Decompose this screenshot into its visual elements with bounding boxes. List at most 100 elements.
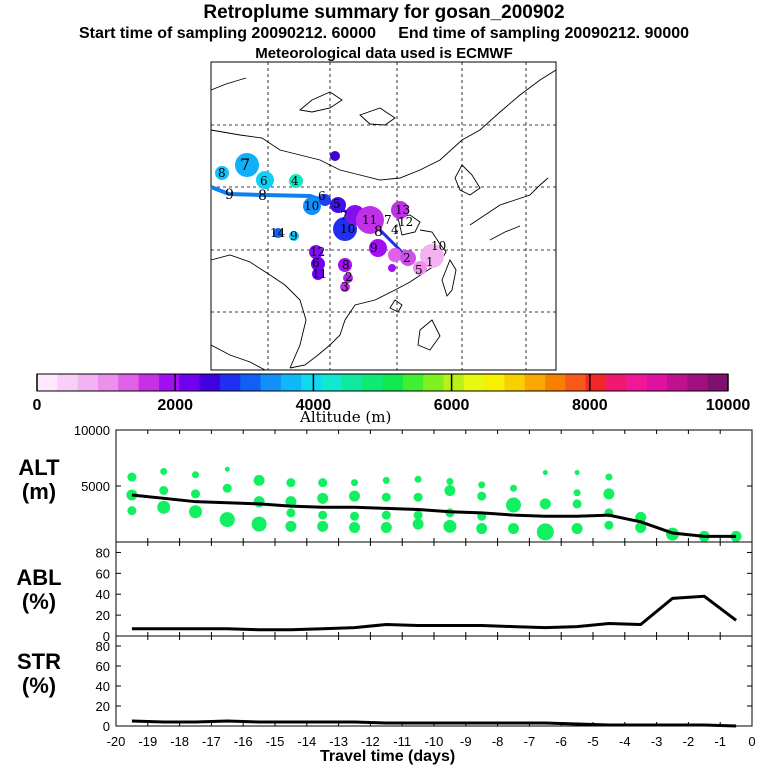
alt-point (285, 496, 297, 508)
abl-label-top: ABL (16, 565, 62, 590)
trajectory-label: 8 (342, 258, 350, 272)
trajectory-label: 4 (291, 174, 299, 188)
plume-dot (311, 257, 325, 271)
alt-point (317, 520, 329, 532)
colorbar-tick-label: 8000 (572, 397, 608, 414)
y-tick-label: 60 (96, 659, 110, 674)
y-tick-label: 0 (103, 719, 110, 734)
colorbar-tick-labels: 0 2000 4000 6000 8000 10000 (33, 397, 751, 414)
coastlines (210, 69, 557, 371)
plume-dot (340, 282, 350, 292)
trajectory-label: 6 (312, 256, 320, 270)
trajectory-label: 7 (384, 213, 392, 227)
alt-point (160, 467, 168, 475)
trajectory-label: 6 (318, 189, 326, 203)
colorbar-segment (118, 374, 140, 391)
colorbar-segment (362, 374, 383, 391)
str-panel: 0 20 40 60 80 (96, 635, 753, 734)
colorbar-segment (707, 374, 729, 391)
colorbar-segment (626, 374, 648, 391)
colorbar-segment (341, 374, 363, 391)
alt-point (510, 484, 517, 492)
colorbar-segment (280, 374, 302, 391)
colorbar-segment (179, 374, 201, 391)
str-line (131, 719, 737, 728)
alt-point (508, 523, 519, 535)
colorbar-segment (545, 374, 566, 391)
x-tick-label: -11 (393, 734, 411, 749)
colorbar-segment (219, 374, 241, 391)
colorbar-segment (606, 374, 627, 391)
x-tick-label: -9 (460, 734, 472, 749)
x-tick-label: -7 (524, 734, 536, 749)
alt-point (349, 521, 360, 533)
plume-dot (330, 197, 346, 213)
x-tick-label: -3 (651, 734, 663, 749)
panel-frame (115, 429, 753, 543)
colorbar-segment (443, 374, 465, 391)
plume-dot (391, 201, 409, 219)
plume-dot (309, 245, 323, 259)
trajectory-label: 5 (333, 197, 341, 211)
alt-axis-label: ALT (m) (9, 456, 69, 504)
colorbar-segment (504, 374, 526, 391)
colorbar-segment (57, 374, 79, 391)
colorbar-tick-label: 10000 (706, 397, 751, 414)
alt-point (506, 497, 521, 513)
colorbar-segment (565, 374, 587, 391)
colorbar-segment (667, 374, 688, 391)
alt-point (349, 490, 360, 502)
plume-dot (289, 231, 299, 241)
panel-frame (115, 635, 753, 727)
colorbar-segment (240, 374, 262, 391)
alt-panel: 5000 10000 (74, 423, 753, 543)
alt-point (414, 475, 422, 483)
colorbar-segment (37, 374, 58, 391)
colorbar-segment (646, 374, 668, 391)
plume-dot (413, 261, 427, 275)
colorbar-segment (97, 374, 119, 391)
x-tick-label: -19 (138, 734, 157, 749)
alt-point (413, 510, 423, 520)
abl-axis-label: ABL (%) (9, 566, 69, 614)
alt-point (572, 499, 582, 509)
plume-dot (400, 250, 416, 266)
trajectory-label: 2 (345, 270, 353, 284)
trajectory-label: 8 (218, 166, 226, 180)
abl-label-unit: (%) (21, 589, 57, 614)
colorbar-segment (687, 374, 709, 391)
alt-point (351, 479, 358, 487)
start-time: Start time of sampling 20090212. 60000 (78, 25, 376, 42)
alt-point (251, 516, 267, 532)
alt-point (574, 470, 580, 476)
alt-point (286, 508, 296, 518)
x-tick-label: -14 (297, 734, 316, 749)
alt-point (286, 478, 296, 488)
trajectory-label: 12 (398, 215, 413, 229)
travel-time-axis: -20 -19 -18 -17 -16 -15 -14 -13 -12 -11 -10 -9 -8 -7-… (107, 734, 756, 749)
alt-point (189, 505, 202, 519)
plume-dot (356, 206, 384, 234)
abl-panel: 0 20 40 60 80 (96, 541, 753, 644)
trajectory-label: 2 (403, 251, 411, 265)
plume-dot (369, 239, 387, 257)
x-axis-label: Travel time (days) (320, 748, 456, 765)
trajectory-label: 9 (290, 229, 298, 243)
alt-point (224, 466, 230, 472)
colorbar-segment (301, 374, 323, 391)
alt-point (285, 520, 297, 532)
alt-point (536, 523, 554, 541)
alt-point (477, 491, 487, 501)
colorbar-segment (484, 374, 505, 391)
colorbar-segment (382, 374, 404, 391)
y-tick-label: 20 (96, 608, 110, 623)
alt-point (446, 478, 454, 486)
x-tick-label: -6 (555, 734, 567, 749)
colorbar-tick-label: 6000 (434, 397, 470, 414)
trajectory-label: 5 (415, 263, 423, 277)
plume-dot (312, 268, 324, 280)
trajectory-label: 12 (310, 245, 325, 259)
x-tick-label: -20 (107, 734, 126, 749)
plume-dot (420, 244, 444, 268)
